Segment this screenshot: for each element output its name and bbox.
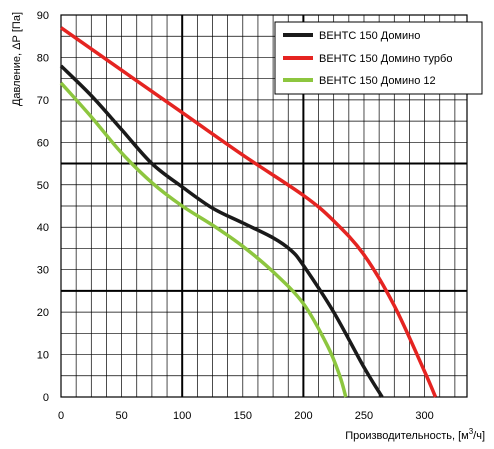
x-tick-label-5: 250 [355,410,373,422]
y-tick-label-5: 50 [37,180,49,192]
series-line-0 [59,64,384,398]
y-tick-label-6: 60 [37,137,49,149]
x-axis-label-tail: /ч] [473,430,485,442]
series-layer [59,26,438,398]
y-tick-label-3: 30 [37,265,49,277]
x-tick-label-6: 300 [415,410,433,422]
y-tick-label-0: 0 [43,392,49,404]
minor-grid [61,15,467,397]
legend-entry-2: ВЕНТС 150 Домино 12 [319,75,436,87]
x-tick-label-1: 50 [115,410,127,422]
series-line-1 [59,26,438,398]
y-tick-labels: 0 10 20 30 40 50 60 70 80 90 [37,10,49,404]
x-axis-label-main: Производительность, [м [345,430,469,442]
y-tick-label-7: 70 [37,95,49,107]
y-tick-label-1: 10 [37,350,49,362]
x-axis-label-superscript: 3 [469,427,474,436]
plot-frame [60,14,468,398]
x-tick-label-4: 200 [294,410,312,422]
y-tick-label-2: 20 [37,307,49,319]
y-tick-label-4: 40 [37,222,49,234]
series-line-2 [59,81,348,398]
legend-entry-1: ВЕНТС 150 Домино турбо [319,53,452,65]
x-axis-label: Производительность, [м3/ч] [345,427,485,442]
x-tick-label-3: 150 [234,410,252,422]
y-tick-label-9: 90 [37,10,49,22]
legend-entry-0: ВЕНТС 150 Домино [319,30,420,42]
legend: ВЕНТС 150 Домино ВЕНТС 150 Домино турбо … [274,21,483,95]
y-axis-label: Давление, ΔР [Па] [11,12,23,106]
x-tick-labels: 0 50 100 150 200 250 300 [58,410,434,422]
x-tick-label-0: 0 [58,410,64,422]
y-tick-label-8: 80 [37,52,49,64]
x-tick-label-2: 100 [173,410,191,422]
